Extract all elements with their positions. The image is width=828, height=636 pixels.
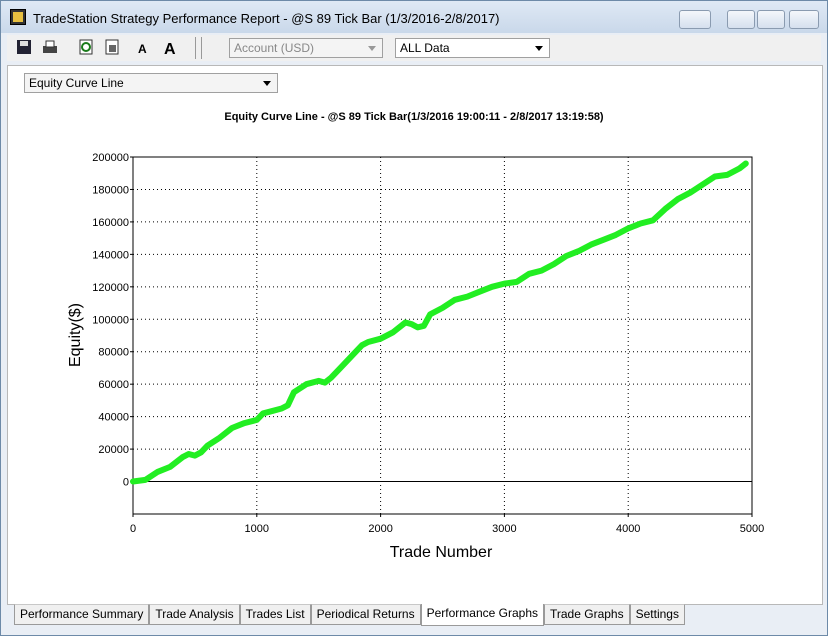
data-select-text: ALL Data bbox=[400, 41, 450, 55]
toolbar: A A Account (USD) ALL Data bbox=[7, 35, 821, 61]
tab[interactable]: Performance Graphs bbox=[420, 604, 544, 626]
tab[interactable]: Trade Analysis bbox=[149, 604, 240, 625]
print-button[interactable] bbox=[41, 39, 59, 55]
content-area: Equity Curve Line bbox=[7, 65, 823, 605]
window-title: TradeStation Strategy Performance Report… bbox=[33, 11, 500, 26]
tab[interactable]: Periodical Returns bbox=[310, 604, 421, 625]
tab[interactable]: Trades List bbox=[239, 604, 311, 625]
tab-bar: Performance Summary Trade Analysis Trades … bbox=[14, 604, 685, 626]
tab[interactable]: Trade Graphs bbox=[544, 604, 630, 625]
account-select-text: Account (USD) bbox=[234, 41, 315, 55]
svg-text:A: A bbox=[164, 41, 176, 55]
tab[interactable]: Performance Summary bbox=[14, 604, 150, 625]
restore-button[interactable] bbox=[679, 10, 711, 29]
tab[interactable]: Settings bbox=[629, 604, 685, 625]
settings-button[interactable] bbox=[103, 39, 121, 55]
maximize-button[interactable] bbox=[757, 10, 785, 29]
save-button[interactable] bbox=[15, 39, 33, 55]
svg-text:A: A bbox=[138, 42, 147, 55]
font-smaller-button[interactable]: A bbox=[135, 39, 153, 55]
close-button[interactable] bbox=[789, 10, 819, 29]
view-select[interactable]: Equity Curve Line bbox=[24, 73, 278, 93]
view-select-text: Equity Curve Line bbox=[29, 76, 124, 90]
app-icon bbox=[10, 9, 26, 25]
title-bar: TradeStation Strategy Performance Report… bbox=[1, 1, 827, 33]
font-larger-button[interactable]: A bbox=[163, 39, 181, 55]
minimize-button[interactable] bbox=[727, 10, 755, 29]
refresh-button[interactable] bbox=[77, 39, 95, 55]
data-select[interactable]: ALL Data bbox=[395, 38, 550, 58]
account-select[interactable]: Account (USD) bbox=[229, 38, 383, 58]
